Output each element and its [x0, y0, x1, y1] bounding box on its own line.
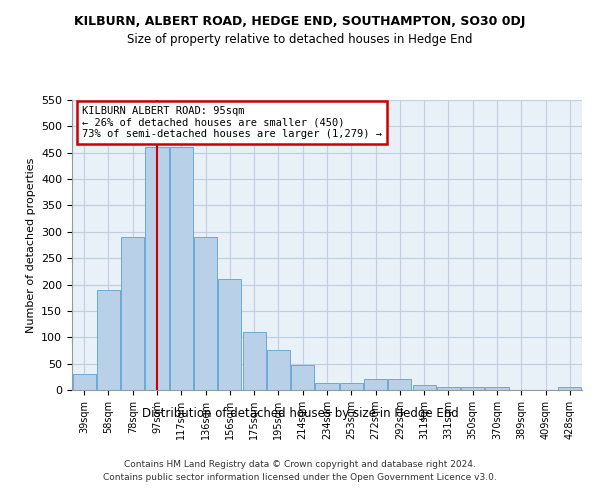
Bar — [291, 365, 314, 390]
Bar — [413, 384, 436, 390]
Bar — [388, 380, 412, 390]
Bar — [121, 237, 144, 390]
Bar — [559, 388, 581, 390]
Bar — [340, 383, 363, 390]
Y-axis label: Number of detached properties: Number of detached properties — [26, 158, 35, 332]
Bar — [364, 380, 387, 390]
Bar — [73, 374, 95, 390]
Bar — [316, 383, 338, 390]
Text: Contains public sector information licensed under the Open Government Licence v3: Contains public sector information licen… — [103, 472, 497, 482]
Bar — [194, 237, 217, 390]
Text: Distribution of detached houses by size in Hedge End: Distribution of detached houses by size … — [142, 408, 458, 420]
Bar — [145, 148, 169, 390]
Bar — [218, 280, 241, 390]
Bar — [485, 388, 509, 390]
Text: KILBURN ALBERT ROAD: 95sqm
← 26% of detached houses are smaller (450)
73% of sem: KILBURN ALBERT ROAD: 95sqm ← 26% of deta… — [82, 106, 382, 139]
Text: KILBURN, ALBERT ROAD, HEDGE END, SOUTHAMPTON, SO30 0DJ: KILBURN, ALBERT ROAD, HEDGE END, SOUTHAM… — [74, 15, 526, 28]
Text: Size of property relative to detached houses in Hedge End: Size of property relative to detached ho… — [127, 32, 473, 46]
Bar — [461, 388, 484, 390]
Bar — [242, 332, 266, 390]
Bar — [437, 388, 460, 390]
Bar — [170, 148, 193, 390]
Bar — [97, 290, 120, 390]
Bar — [267, 350, 290, 390]
Text: Contains HM Land Registry data © Crown copyright and database right 2024.: Contains HM Land Registry data © Crown c… — [124, 460, 476, 469]
